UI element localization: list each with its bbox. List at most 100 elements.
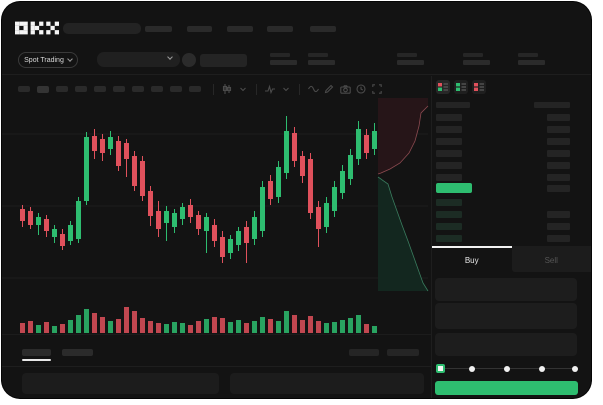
candle-body bbox=[52, 229, 57, 237]
spot-trading-dropdown[interactable]: Spot Trading bbox=[18, 52, 78, 68]
ask-row[interactable] bbox=[432, 173, 591, 183]
timeframe-button[interactable] bbox=[56, 86, 68, 92]
total-input[interactable] bbox=[435, 333, 577, 356]
ticker-stat-4 bbox=[463, 53, 490, 65]
history-icon[interactable] bbox=[354, 82, 368, 96]
candle-body bbox=[68, 225, 73, 241]
timeframe-button[interactable] bbox=[189, 86, 201, 92]
orderbook-view-both-icon[interactable] bbox=[436, 80, 450, 94]
ask-row[interactable] bbox=[432, 137, 591, 147]
volume-bar bbox=[196, 321, 201, 333]
candle-body bbox=[356, 129, 361, 159]
divider bbox=[2, 366, 431, 367]
chevron-down-icon[interactable] bbox=[279, 82, 293, 96]
volume-bar bbox=[92, 313, 97, 333]
timeframe-button[interactable] bbox=[113, 86, 125, 92]
candle-body bbox=[84, 137, 89, 201]
orders-action-button-2[interactable] bbox=[387, 349, 419, 356]
pair-select[interactable] bbox=[97, 52, 180, 67]
candle-body bbox=[244, 227, 249, 243]
amount-slider[interactable] bbox=[436, 364, 578, 374]
timeframe-button[interactable] bbox=[18, 86, 30, 92]
candle-body bbox=[300, 156, 305, 176]
bid-row[interactable] bbox=[432, 210, 591, 220]
volume-bar bbox=[20, 323, 25, 333]
ticker-stat-5 bbox=[518, 53, 545, 65]
slider-dot-100[interactable] bbox=[572, 366, 578, 372]
volume-bar bbox=[84, 309, 89, 333]
camera-icon[interactable] bbox=[338, 82, 352, 96]
candle-body bbox=[124, 143, 129, 159]
volume-bar bbox=[356, 315, 361, 333]
bid-row[interactable] bbox=[432, 234, 591, 244]
orders-tab-2[interactable] bbox=[62, 349, 93, 356]
volume-bar bbox=[244, 323, 249, 333]
orders-action-button-1[interactable] bbox=[349, 349, 379, 356]
indicators-icon[interactable] bbox=[263, 82, 277, 96]
price-input[interactable] bbox=[435, 278, 577, 301]
ask-row[interactable] bbox=[432, 161, 591, 171]
timeframe-button[interactable] bbox=[170, 86, 182, 92]
tab-buy[interactable]: Buy bbox=[432, 246, 512, 272]
volume-bar bbox=[260, 317, 265, 333]
ticker-stat-3 bbox=[397, 53, 424, 65]
nav-item-2[interactable] bbox=[187, 26, 212, 32]
volume-bar bbox=[364, 324, 369, 333]
volume-bar bbox=[100, 317, 105, 333]
ask-row[interactable] bbox=[432, 149, 591, 159]
draw-icon[interactable] bbox=[322, 82, 336, 96]
candle-body bbox=[268, 181, 273, 199]
nav-item-3[interactable] bbox=[227, 26, 253, 32]
candle-type-icon[interactable] bbox=[220, 82, 234, 96]
fullscreen-icon[interactable] bbox=[370, 82, 384, 96]
timeframe-button[interactable] bbox=[151, 86, 163, 92]
amount-input[interactable] bbox=[435, 303, 577, 329]
toolbar-divider bbox=[213, 83, 214, 95]
timeframe-button[interactable] bbox=[94, 86, 106, 92]
price-chart-canvas[interactable] bbox=[2, 98, 431, 335]
slider-handle[interactable] bbox=[436, 364, 445, 373]
chevron-down-icon[interactable] bbox=[236, 82, 250, 96]
slider-dot-50[interactable] bbox=[504, 366, 510, 372]
timeframe-button[interactable] bbox=[132, 86, 144, 92]
nav-item-1[interactable] bbox=[145, 26, 172, 32]
volume-bar bbox=[76, 315, 81, 333]
candle-body bbox=[148, 191, 153, 216]
volume-bar bbox=[308, 316, 313, 333]
nav-item-4[interactable] bbox=[267, 26, 293, 32]
candle-body bbox=[204, 217, 209, 231]
volume-bar bbox=[28, 321, 33, 333]
bid-row[interactable] bbox=[432, 198, 591, 208]
ticker-stat-1 bbox=[270, 53, 297, 65]
bid-row[interactable] bbox=[432, 222, 591, 232]
candle-body bbox=[76, 201, 81, 239]
orderbook-view-bids-icon[interactable] bbox=[454, 80, 468, 94]
volume-bar bbox=[348, 318, 353, 333]
line-style-icon[interactable] bbox=[306, 82, 320, 96]
timeframe-button[interactable] bbox=[75, 86, 87, 92]
timeframe-button-active[interactable] bbox=[37, 85, 49, 93]
volume-bar bbox=[252, 321, 257, 333]
orders-tab-active[interactable] bbox=[22, 349, 51, 356]
buy-submit-button[interactable] bbox=[435, 381, 578, 395]
candle-body bbox=[364, 135, 369, 153]
volume-bar bbox=[124, 307, 129, 333]
nav-item-5[interactable] bbox=[310, 26, 336, 32]
pair-icon bbox=[182, 53, 196, 67]
ask-row[interactable] bbox=[432, 113, 591, 123]
volume-bar bbox=[236, 320, 241, 333]
volume-bar bbox=[316, 321, 321, 333]
ask-row[interactable] bbox=[432, 125, 591, 135]
candle-body bbox=[140, 161, 145, 196]
candle-body bbox=[308, 159, 313, 213]
candle-body bbox=[228, 239, 233, 253]
volume-bar bbox=[36, 325, 41, 333]
orderbook-amount-header bbox=[534, 102, 570, 108]
orderbook-view-asks-icon[interactable] bbox=[472, 80, 486, 94]
tab-sell[interactable]: Sell bbox=[511, 246, 591, 272]
last-price-badge[interactable] bbox=[436, 183, 472, 193]
slider-dot-75[interactable] bbox=[539, 366, 545, 372]
search-input[interactable] bbox=[63, 23, 141, 34]
volume-bar bbox=[340, 320, 345, 333]
slider-dot-25[interactable] bbox=[469, 366, 475, 372]
